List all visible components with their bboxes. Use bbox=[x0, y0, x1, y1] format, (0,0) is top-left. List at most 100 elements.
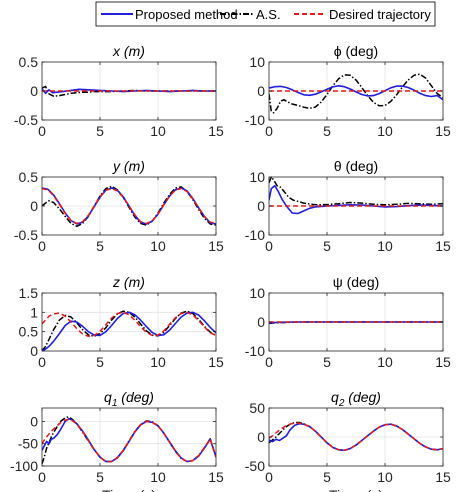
subplot-title-sub: 1 bbox=[112, 398, 118, 409]
x-axis-label: Times(s) bbox=[329, 487, 383, 492]
y-tick-label: 0 bbox=[30, 343, 38, 359]
legend-label-proposed-method: Proposed method bbox=[135, 7, 238, 22]
x-tick-label: 15 bbox=[208, 123, 224, 139]
legend-label-a-s: A.S. bbox=[256, 7, 281, 22]
subplot-title: z (m) bbox=[112, 274, 145, 290]
y-tick-label: 0 bbox=[257, 198, 265, 214]
y-tick-label: -100 bbox=[10, 458, 38, 474]
subplot-title: ϕ (deg) bbox=[334, 43, 378, 59]
y-tick-label: 1.5 bbox=[19, 285, 39, 301]
y-tick-label: 0 bbox=[30, 413, 38, 429]
x-tick-label: 10 bbox=[377, 354, 393, 370]
y-tick-label: 50 bbox=[249, 400, 265, 416]
x-tick-label: 5 bbox=[96, 354, 104, 370]
subplot-5: 0 5 10 15 0 0.5 1 1.5 z (m) bbox=[19, 274, 224, 370]
y-tick-label: -10 bbox=[245, 227, 265, 243]
series-line-a-s bbox=[269, 73, 443, 114]
subplot-title: q2 (deg) bbox=[331, 389, 381, 409]
y-tick-label: 0.5 bbox=[19, 169, 39, 185]
subplot-title-rest: (deg) bbox=[344, 389, 381, 405]
x-tick-label: 15 bbox=[435, 354, 451, 370]
series-line-desired-trajectory bbox=[42, 311, 216, 338]
x-axis-label: Times(s) bbox=[102, 487, 156, 492]
subplot-title-rest: (deg) bbox=[117, 389, 154, 405]
x-tick-label: 5 bbox=[96, 123, 104, 139]
subplot-7: 0 5 10 15 -100 -50 0 q1 (deg) Times(s) bbox=[10, 389, 224, 492]
x-tick-label: 10 bbox=[377, 469, 393, 485]
x-tick-label: 0 bbox=[265, 238, 273, 254]
x-tick-label: 5 bbox=[96, 238, 104, 254]
series-line-desired-trajectory bbox=[42, 187, 216, 225]
y-tick-label: -10 bbox=[245, 112, 265, 128]
x-tick-label: 15 bbox=[435, 469, 451, 485]
subplot-1: 0 5 10 15-0.500.5x (m) bbox=[14, 43, 224, 139]
legend: Proposed method A.S. Desired trajectory bbox=[95, 1, 436, 27]
series-line-desired-trajectory bbox=[269, 422, 443, 452]
x-tick-label: 0 bbox=[38, 123, 46, 139]
x-tick-label: 5 bbox=[323, 238, 331, 254]
y-tick-label: 0 bbox=[30, 83, 38, 99]
x-tick-label: 0 bbox=[265, 354, 273, 370]
series-line-a-s bbox=[42, 310, 216, 351]
plot-area bbox=[42, 293, 216, 351]
subplot-title: y (m) bbox=[112, 158, 145, 174]
axes-frame bbox=[41, 292, 217, 352]
y-tick-label: -0.5 bbox=[14, 227, 38, 243]
x-tick-label: 10 bbox=[377, 123, 393, 139]
x-tick-label: 0 bbox=[38, 354, 46, 370]
y-tick-label: 0 bbox=[257, 429, 265, 445]
subplot-title-main: q bbox=[104, 389, 112, 405]
x-tick-label: 10 bbox=[150, 123, 166, 139]
y-tick-label: 0 bbox=[257, 83, 265, 99]
y-tick-label: 0 bbox=[257, 314, 265, 330]
y-tick-label: 0.5 bbox=[19, 324, 39, 340]
y-tick-label: -10 bbox=[245, 343, 265, 359]
x-tick-label: 10 bbox=[150, 469, 166, 485]
subplot-title: q1 (deg) bbox=[104, 389, 154, 409]
x-tick-label: 0 bbox=[265, 123, 273, 139]
x-tick-label: 15 bbox=[208, 238, 224, 254]
x-tick-label: 15 bbox=[208, 469, 224, 485]
axes-frame bbox=[41, 407, 217, 467]
x-tick-label: 15 bbox=[435, 123, 451, 139]
series-line-a-s bbox=[269, 177, 443, 206]
x-tick-label: 10 bbox=[150, 354, 166, 370]
y-tick-label: 0 bbox=[30, 198, 38, 214]
subplot-title: ψ (deg) bbox=[333, 274, 380, 290]
x-tick-label: 5 bbox=[323, 354, 331, 370]
y-tick-label: 10 bbox=[249, 54, 265, 70]
subplot-title: θ (deg) bbox=[334, 158, 378, 174]
subplot-3: 0 5 10 15-0.500.5y (m) bbox=[14, 158, 224, 254]
legend-label-desired-trajectory: Desired trajectory bbox=[329, 7, 431, 22]
x-tick-label: 15 bbox=[208, 354, 224, 370]
x-tick-label: 0 bbox=[38, 469, 46, 485]
y-tick-label: 0.5 bbox=[19, 54, 39, 70]
y-tick-label: -50 bbox=[245, 458, 265, 474]
x-tick-label: 10 bbox=[377, 238, 393, 254]
subplot-title-main: q bbox=[331, 389, 339, 405]
x-tick-label: 5 bbox=[96, 469, 104, 485]
y-tick-label: -50 bbox=[18, 436, 38, 452]
subplot-title-sub: 2 bbox=[338, 398, 345, 409]
x-tick-label: 15 bbox=[435, 238, 451, 254]
y-tick-label: 10 bbox=[249, 285, 265, 301]
x-tick-label: 0 bbox=[265, 469, 273, 485]
y-tick-label: 10 bbox=[249, 169, 265, 185]
x-tick-label: 5 bbox=[323, 469, 331, 485]
series-line-proposed-method bbox=[269, 85, 443, 101]
series-line-proposed-method bbox=[42, 417, 216, 463]
legend-box bbox=[95, 1, 436, 27]
plot-area bbox=[42, 408, 216, 466]
y-tick-label: 1 bbox=[30, 304, 38, 320]
x-tick-label: 5 bbox=[323, 123, 331, 139]
x-tick-label: 0 bbox=[38, 238, 46, 254]
subplot-title: x (m) bbox=[112, 43, 145, 59]
x-tick-label: 10 bbox=[150, 238, 166, 254]
y-tick-label: -0.5 bbox=[14, 112, 38, 128]
